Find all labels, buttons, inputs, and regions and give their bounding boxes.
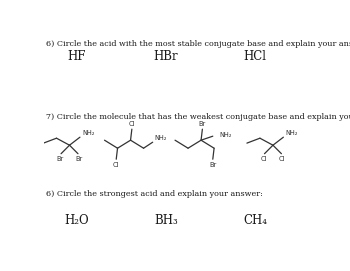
Text: NH₂: NH₂ [219, 132, 232, 138]
Text: HCl: HCl [244, 50, 267, 63]
Text: Br: Br [209, 162, 216, 168]
Text: HBr: HBr [154, 50, 178, 63]
Text: Cl: Cl [279, 156, 285, 162]
Text: Cl: Cl [113, 162, 119, 168]
Text: HF: HF [67, 50, 85, 63]
Text: NH₂: NH₂ [154, 135, 167, 141]
Text: NH₂: NH₂ [82, 130, 95, 136]
Text: Br: Br [56, 156, 63, 162]
Text: 6) Circle the acid with the most stable conjugate base and explain your answer.: 6) Circle the acid with the most stable … [47, 40, 350, 48]
Text: BH₃: BH₃ [154, 214, 178, 227]
Text: Cl: Cl [261, 156, 267, 162]
Text: 7) Circle the molecule that has the weakest conjugate base and explain your answ: 7) Circle the molecule that has the weak… [47, 113, 350, 121]
Text: Cl: Cl [128, 121, 135, 127]
Text: Br: Br [199, 121, 206, 127]
Text: CH₄: CH₄ [243, 214, 267, 227]
Text: Br: Br [76, 156, 83, 162]
Text: 6) Circle the strongest acid and explain your answer:: 6) Circle the strongest acid and explain… [47, 190, 263, 198]
Text: H₂O: H₂O [64, 214, 89, 227]
Text: NH₂: NH₂ [286, 130, 298, 136]
